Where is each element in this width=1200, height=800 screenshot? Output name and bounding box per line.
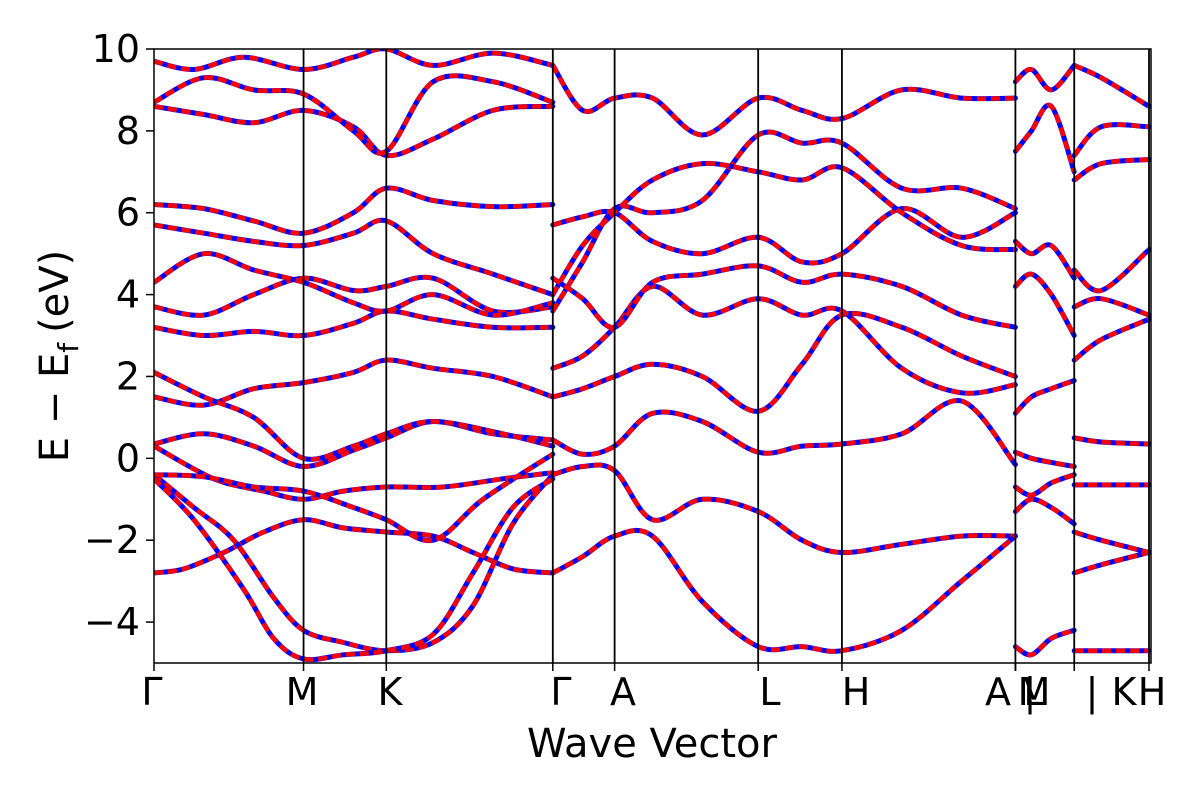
band-19-red (552, 311, 1017, 414)
band-5-blue (154, 451, 556, 544)
band-19-blue (550, 310, 1018, 414)
x-tick-label: L (1023, 670, 1044, 714)
y-axis-title-unit: (eV) (32, 250, 78, 333)
band-14-red (154, 73, 554, 156)
band-36-red (1073, 550, 1150, 576)
band-33-red (1013, 102, 1077, 173)
y-tick-label: −4 (84, 600, 140, 644)
band-15-red (154, 49, 554, 72)
band-41-red (1073, 296, 1150, 318)
band-6-red (154, 357, 554, 408)
y-axis-title: E − Ef (eV) (32, 250, 85, 463)
x-tick-label: A (610, 670, 636, 714)
y-axis-title-main: E − E (32, 353, 78, 463)
band-44-red (1072, 122, 1150, 157)
band-27-red (1013, 497, 1076, 526)
y-tick-label: 6 (116, 191, 140, 235)
band-20-red (551, 284, 1016, 396)
band-37-red (1073, 529, 1150, 555)
x-tick-label: Γ (141, 670, 162, 714)
x-axis-title: Wave Vector (527, 721, 778, 767)
y-tick-label: 8 (116, 109, 140, 153)
high-symmetry-lines (302, 49, 1150, 663)
band-16-red (551, 398, 1018, 466)
band-43-red (1072, 157, 1150, 182)
band-25-red (551, 263, 1016, 330)
band-42-red (1072, 247, 1151, 293)
band-36-blue (1071, 550, 1151, 576)
y-axis-title-sub: f (52, 342, 85, 353)
x-tick-label: M (286, 670, 319, 714)
x-tick-label: | (1086, 670, 1099, 715)
y-tick-label: 4 (116, 273, 140, 317)
x-tick-label: Γ (550, 670, 571, 714)
band-15-blue (154, 49, 556, 73)
x-tick-label: K (1112, 670, 1138, 714)
band-37-blue (1071, 529, 1151, 555)
band-13-blue (154, 103, 556, 159)
band-10-blue (154, 251, 556, 318)
band-12-red (154, 185, 553, 236)
band-20-blue (550, 283, 1018, 396)
band-31-red (1013, 271, 1077, 337)
x-tick-label: L (759, 670, 780, 714)
band-17-red (552, 462, 1016, 555)
x-tick-label: H (842, 670, 871, 714)
band-28-red (1014, 472, 1075, 498)
band-7-red (154, 370, 554, 462)
x-tick-label: | (1024, 670, 1037, 715)
band-30-red (1013, 378, 1075, 415)
x-tick-label: A (985, 670, 1011, 714)
band-22-red (552, 206, 1017, 266)
band-0-red (154, 517, 554, 576)
x-tick-label: M (1018, 670, 1051, 714)
band-26-red (1014, 628, 1075, 658)
x-axis-ticks: Γ M K Γ A L H A |LM | K H (141, 663, 1166, 715)
band-21-red (550, 129, 1017, 313)
x-tick-label: K (378, 670, 404, 714)
band-39-red (1073, 435, 1150, 447)
band-9-red (154, 275, 554, 318)
band-31-blue (1012, 271, 1077, 338)
y-tick-label: 2 (116, 354, 140, 398)
band-34-red (1013, 63, 1076, 93)
x-tick-label: H (1138, 670, 1167, 714)
band-18-blue (550, 527, 1018, 654)
band-16-blue (550, 398, 1018, 467)
band-2-red (154, 476, 555, 662)
band-32-red (1013, 239, 1077, 280)
plot-frame (153, 48, 1152, 664)
band-8-red (154, 308, 553, 338)
y-axis-ticks: −4 −2 0 2 4 6 8 10 (84, 27, 154, 644)
band-23-blue (550, 62, 1018, 138)
band-40-red (1072, 317, 1150, 362)
band-18-red (551, 528, 1017, 654)
band-24-red (550, 161, 1016, 296)
band-10-red (154, 251, 554, 318)
band-1-red (154, 472, 555, 653)
band-11-red (154, 218, 554, 297)
y-tick-label: −2 (84, 518, 140, 562)
band-21-blue (550, 129, 1018, 314)
y-tick-label: 10 (92, 27, 140, 71)
band-29-red (1014, 450, 1075, 469)
band-45-red (1073, 63, 1151, 109)
band-41-blue (1071, 296, 1151, 318)
y-tick-label: 0 (116, 436, 140, 480)
